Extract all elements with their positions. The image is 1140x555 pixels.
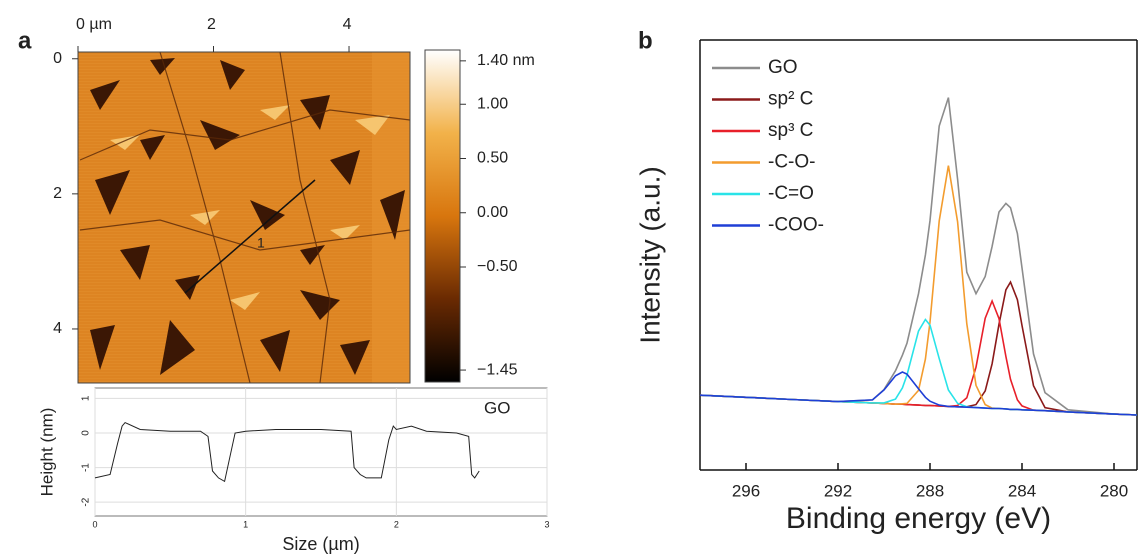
colorbar-tick-label: 0.00	[477, 204, 508, 221]
x-axis-label: Size (µm)	[282, 534, 359, 554]
x-tick-label: 2	[207, 16, 216, 33]
y-tick-label: 0	[53, 50, 62, 67]
y-tick-label: 1	[81, 395, 92, 401]
y-tick-label: -2	[81, 497, 92, 506]
y-tick-label: 0	[81, 430, 92, 436]
legend-label: sp² C	[768, 89, 813, 110]
legend-label: -C=O	[768, 183, 814, 204]
colorbar-tick-label: 0.50	[477, 150, 508, 167]
x-tick-label: 3	[544, 519, 549, 529]
x-tick-label: 296	[732, 481, 760, 500]
y-tick-label: 2	[53, 185, 62, 202]
colorbar-tick-label: 1.00	[477, 95, 508, 112]
x-axis-label: Binding energy (eV)	[786, 502, 1051, 535]
data-line	[94, 421, 480, 483]
y-tick-label: -1	[81, 463, 92, 472]
x-tick-label: 0 µm	[76, 16, 112, 33]
legend-label: sp³ C	[768, 120, 813, 141]
y-axis-label: Height (nm)	[37, 408, 56, 497]
x-tick-label: 284	[1008, 481, 1036, 500]
data-line	[699, 280, 1138, 416]
x-tick-label: 0	[92, 519, 97, 529]
legend-label: -COO-	[768, 215, 824, 236]
panel-label: b	[638, 27, 653, 54]
y-tick-label: 4	[53, 320, 62, 337]
x-tick-label: 4	[343, 16, 352, 33]
line-profile-label: 1	[257, 235, 265, 251]
panel-label: a	[18, 27, 32, 54]
x-tick-label: 288	[916, 481, 944, 500]
data-line	[699, 97, 1138, 416]
y-axis-label: Intensity (a.u.)	[634, 166, 665, 343]
legend-label: -C-O-	[768, 152, 815, 173]
colorbar-tick-label: −0.50	[477, 258, 518, 275]
data-line	[699, 318, 1138, 416]
x-tick-label: 292	[824, 481, 852, 500]
x-tick-label: 280	[1100, 481, 1128, 500]
plot-frame	[94, 387, 548, 517]
colorbar-tick-label: −1.45	[477, 361, 518, 378]
x-tick-label: 2	[394, 519, 399, 529]
colorbar	[424, 49, 461, 383]
data-line	[699, 371, 1138, 416]
legend-label: GO	[768, 57, 798, 78]
profile-annotation: GO	[484, 398, 510, 417]
x-tick-label: 1	[243, 519, 248, 529]
afm-image	[77, 51, 411, 384]
colorbar-tick-label: 1.40 nm	[477, 52, 535, 69]
